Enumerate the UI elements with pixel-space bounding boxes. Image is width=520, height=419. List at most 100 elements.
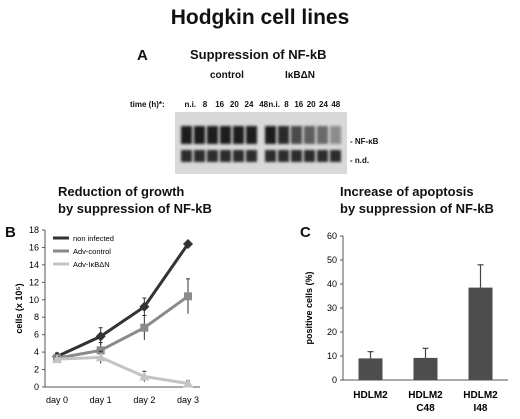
nd-band — [265, 150, 276, 162]
nd-band — [291, 150, 302, 162]
bar — [468, 287, 493, 380]
nd-band — [278, 150, 289, 162]
nfkb-band — [265, 126, 276, 144]
control-lane-label: n.i. — [184, 100, 197, 109]
y-tick-label: 30 — [327, 303, 337, 313]
nd-band — [304, 150, 315, 162]
control-lane-labels: n.i. 8 16 20 24 48 — [183, 100, 271, 112]
series-line — [56, 243, 190, 358]
y-tick-label: 8 — [34, 312, 39, 322]
data-point — [95, 331, 106, 342]
nd-band — [220, 150, 231, 162]
treated-lane-label: 8 — [284, 100, 289, 109]
x-tick-label: day 1 — [90, 395, 112, 405]
panel-b-heading-line2: by suppression of NF-kB — [58, 201, 212, 216]
nd-band — [246, 150, 257, 162]
nfkb-band — [207, 126, 218, 144]
treated-group-label: IκBΔN — [285, 70, 315, 81]
y-tick-label: 60 — [327, 231, 337, 241]
panel-c-letter: C — [300, 224, 311, 241]
y-tick-label: 40 — [327, 279, 337, 289]
control-lane-label: 16 — [215, 100, 225, 109]
y-axis-label: positive cells (%) — [304, 271, 314, 344]
data-point — [96, 346, 105, 355]
y-tick-label: 12 — [29, 277, 39, 287]
data-point — [95, 352, 106, 362]
y-tick-label: 18 — [29, 225, 39, 235]
x-tick-label: HDLM2 — [463, 390, 498, 401]
y-axis-label: cells (x 10⁵) — [14, 283, 24, 333]
panel-a-letter: A — [137, 47, 148, 64]
nd-band — [207, 150, 218, 162]
panel-b-heading-line1: Reduction of growth — [58, 184, 185, 199]
x-tick-label: HDLM2 — [353, 390, 388, 401]
nfkb-band — [246, 126, 257, 144]
y-tick-label: 10 — [29, 295, 39, 305]
data-point — [139, 371, 150, 381]
control-group-label: control — [210, 70, 244, 81]
panel-a-heading: Suppression of NF-kB — [190, 47, 327, 62]
treated-lane-label: n.i. — [268, 100, 280, 109]
panel-b-heading: Reduction of growth by suppression of NF… — [58, 183, 212, 217]
panel-c-heading-line2: by suppression of NF-kB — [340, 201, 494, 216]
panel-c-heading: Increase of apoptosis by suppression of … — [340, 183, 494, 217]
panel-c-heading-line1: Increase of apoptosis — [340, 184, 474, 199]
western-blot — [175, 112, 347, 174]
page-title: Hodgkin cell lines — [170, 6, 350, 29]
time-label: time (h)*: — [130, 100, 165, 109]
x-tick-label: day 2 — [133, 395, 155, 405]
nfkb-band-label: - NF-κB — [350, 137, 379, 146]
data-point — [183, 238, 193, 249]
nfkb-band — [291, 126, 302, 144]
nfkb-band — [194, 126, 205, 144]
bar — [358, 358, 383, 380]
x-tick-label: day 3 — [177, 395, 199, 405]
x-tick-label: HDLM2 — [408, 390, 443, 401]
data-point — [184, 292, 192, 301]
y-tick-label: 20 — [327, 327, 337, 337]
nfkb-band — [278, 126, 289, 144]
x-tick-label: I48 — [474, 403, 488, 414]
nd-band — [194, 150, 205, 162]
y-tick-label: 16 — [29, 242, 39, 252]
nfkb-band — [181, 126, 192, 144]
legend-label: Adv-control — [73, 247, 111, 256]
panel-b-letter: B — [5, 224, 16, 241]
treated-lane-label: 20 — [306, 100, 316, 109]
data-point — [140, 323, 149, 332]
nd-band-label: - n.d. — [350, 156, 370, 165]
nd-band — [330, 150, 341, 162]
nfkb-band — [317, 126, 328, 144]
treated-lane-label: 24 — [319, 100, 328, 109]
y-tick-label: 6 — [34, 330, 39, 340]
treated-lane-label: 16 — [294, 100, 304, 109]
x-tick-label: day 0 — [46, 395, 68, 405]
nd-band — [233, 150, 244, 162]
legend-label: non infected — [73, 234, 114, 243]
nfkb-band — [220, 126, 231, 144]
nfkb-band — [330, 126, 341, 144]
control-lane-label: 48 — [259, 100, 269, 109]
series-line — [56, 355, 189, 385]
y-tick-label: 2 — [34, 365, 39, 375]
y-tick-label: 0 — [34, 382, 39, 392]
data-point — [183, 378, 193, 388]
control-lane-label: 8 — [202, 100, 208, 109]
nd-band — [181, 150, 192, 162]
data-point — [52, 354, 62, 364]
y-tick-label: 4 — [34, 347, 39, 357]
nd-band — [317, 150, 328, 162]
series-line — [56, 295, 189, 360]
control-lane-label: 24 — [244, 100, 254, 109]
apoptosis-bar-chart: 0 10 20 30 40 50 60 positive cells (%) HDLM2 HDLM… — [304, 231, 508, 414]
nfkb-band — [233, 126, 244, 144]
legend-label: Adv-IκBΔN — [73, 260, 110, 269]
y-tick-label: 14 — [29, 260, 39, 270]
treated-lane-label: 48 — [331, 100, 341, 109]
x-tick-label: C48 — [416, 403, 435, 414]
y-tick-label: 0 — [332, 375, 337, 385]
bar — [413, 357, 438, 380]
growth-line-chart: 0 2 4 6 8 10 12 14 16 18 day 0 day 1 day 2 day 3 cells… — [14, 225, 200, 405]
nfkb-band — [304, 126, 315, 144]
treated-lane-labels: n.i. 8 16 20 24 48 — [268, 100, 342, 112]
